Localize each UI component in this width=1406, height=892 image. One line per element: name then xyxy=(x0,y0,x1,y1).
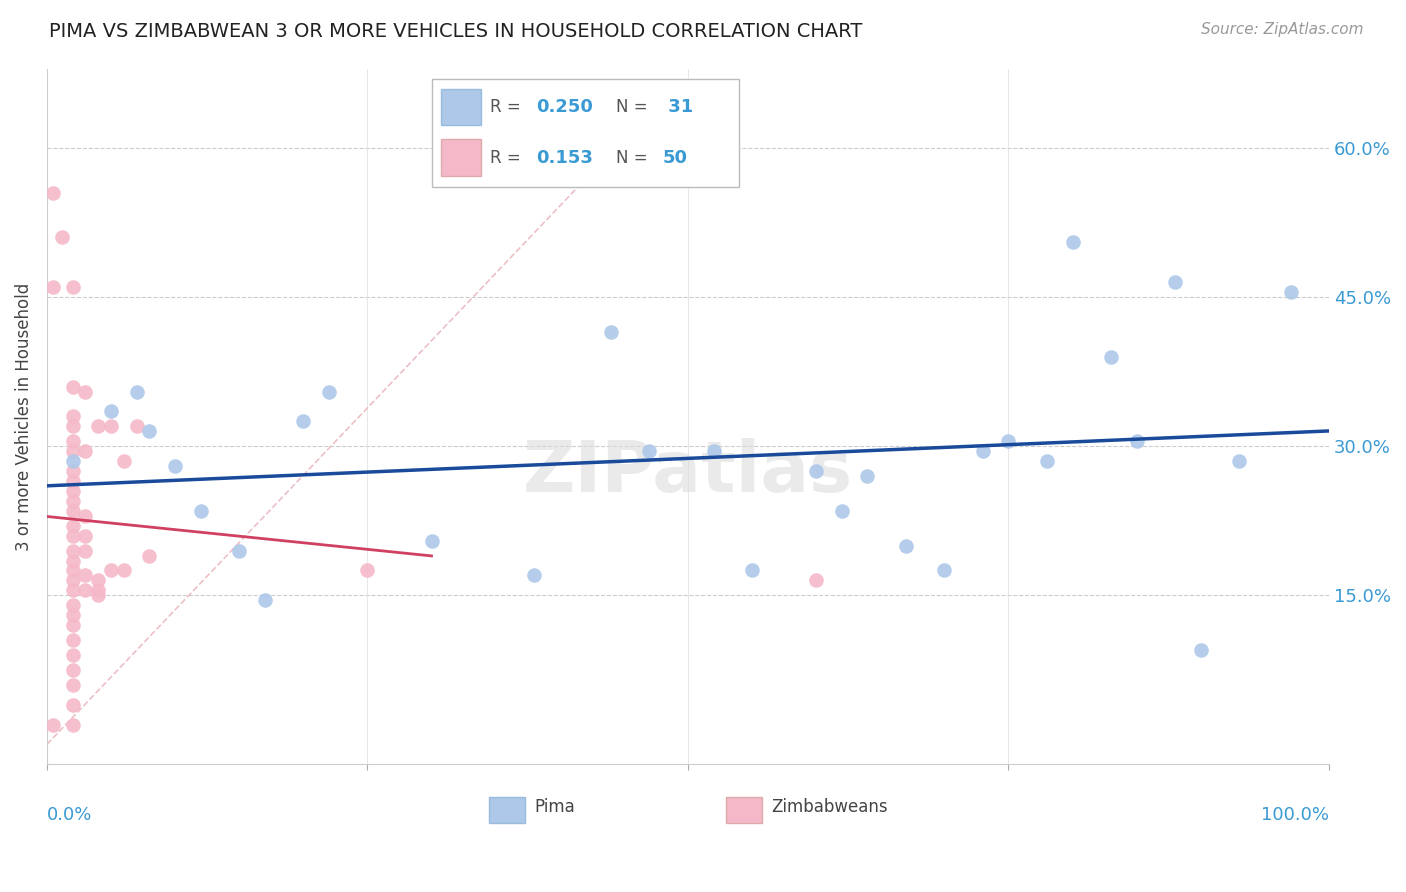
Y-axis label: 3 or more Vehicles in Household: 3 or more Vehicles in Household xyxy=(15,282,32,550)
Point xyxy=(253,593,276,607)
Point xyxy=(804,574,827,588)
Point xyxy=(318,384,340,399)
Point xyxy=(62,618,84,632)
Point xyxy=(190,504,212,518)
Point xyxy=(138,549,160,563)
Text: Source: ZipAtlas.com: Source: ZipAtlas.com xyxy=(1201,22,1364,37)
Point xyxy=(741,564,763,578)
Point xyxy=(356,564,378,578)
Point xyxy=(62,599,84,613)
Point xyxy=(112,564,135,578)
Point xyxy=(703,444,725,458)
Point xyxy=(62,280,84,294)
Point xyxy=(1099,350,1122,364)
Point xyxy=(87,419,110,434)
Point xyxy=(62,663,84,677)
Text: PIMA VS ZIMBABWEAN 3 OR MORE VEHICLES IN HOUSEHOLD CORRELATION CHART: PIMA VS ZIMBABWEAN 3 OR MORE VEHICLES IN… xyxy=(49,22,863,41)
Text: 100.0%: 100.0% xyxy=(1261,806,1329,824)
Point xyxy=(934,564,956,578)
Point xyxy=(1164,275,1187,289)
Point xyxy=(75,508,97,523)
FancyBboxPatch shape xyxy=(727,797,762,823)
Point xyxy=(75,543,97,558)
Point xyxy=(228,543,250,558)
Point xyxy=(42,186,65,200)
Point xyxy=(75,568,97,582)
Point xyxy=(42,717,65,731)
FancyBboxPatch shape xyxy=(489,797,524,823)
Point xyxy=(804,464,827,478)
Point xyxy=(62,564,84,578)
Point xyxy=(972,444,994,458)
Point xyxy=(87,574,110,588)
Point xyxy=(1227,454,1250,468)
Point xyxy=(292,414,315,428)
Point xyxy=(112,454,135,468)
Point xyxy=(75,444,97,458)
Point xyxy=(75,384,97,399)
Point xyxy=(62,574,84,588)
Point xyxy=(62,444,84,458)
Point xyxy=(100,404,122,418)
Point xyxy=(638,444,661,458)
Point xyxy=(856,469,879,483)
Point xyxy=(62,504,84,518)
Point xyxy=(62,633,84,648)
Text: ZIPatlas: ZIPatlas xyxy=(523,438,853,507)
Point xyxy=(62,474,84,488)
Point xyxy=(62,483,84,498)
Point xyxy=(125,419,148,434)
Point xyxy=(1062,235,1084,250)
Point xyxy=(100,419,122,434)
Point xyxy=(600,325,623,339)
Point xyxy=(62,543,84,558)
Point xyxy=(831,504,853,518)
Point xyxy=(87,583,110,598)
Point xyxy=(1189,643,1212,657)
Point xyxy=(100,564,122,578)
Point xyxy=(523,568,546,582)
Point xyxy=(165,459,187,474)
Point xyxy=(62,529,84,543)
Point xyxy=(62,678,84,692)
Point xyxy=(62,494,84,508)
Point xyxy=(997,434,1019,449)
Point xyxy=(62,698,84,712)
Point xyxy=(75,583,97,598)
Point xyxy=(62,419,84,434)
Point xyxy=(62,434,84,449)
Point xyxy=(62,717,84,731)
Point xyxy=(62,518,84,533)
Text: 0.0%: 0.0% xyxy=(46,806,93,824)
Point xyxy=(51,230,73,244)
Point xyxy=(62,464,84,478)
Point xyxy=(75,529,97,543)
Point xyxy=(125,384,148,399)
Point xyxy=(62,648,84,662)
Text: Zimbabweans: Zimbabweans xyxy=(772,798,889,816)
Point xyxy=(62,608,84,623)
Point xyxy=(42,280,65,294)
Point xyxy=(87,588,110,602)
Point xyxy=(420,533,443,548)
Point xyxy=(894,539,917,553)
Point xyxy=(62,583,84,598)
Text: Pima: Pima xyxy=(534,798,575,816)
Point xyxy=(1279,285,1302,300)
Point xyxy=(62,553,84,567)
Point xyxy=(62,409,84,424)
Point xyxy=(62,454,84,468)
Point xyxy=(1036,454,1059,468)
Point xyxy=(138,425,160,439)
Point xyxy=(1125,434,1147,449)
Point xyxy=(62,379,84,393)
